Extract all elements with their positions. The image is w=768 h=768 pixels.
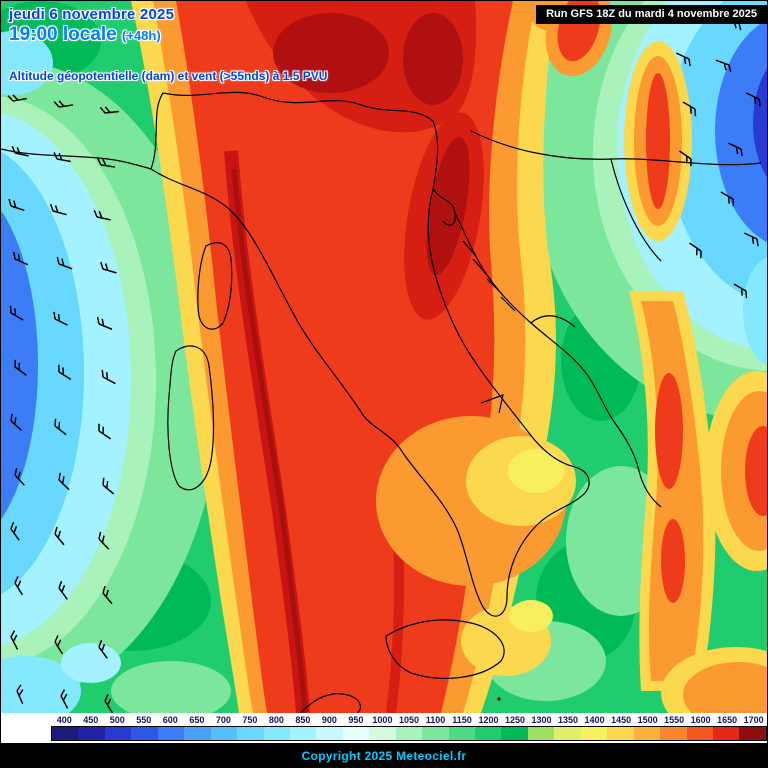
legend-label: 1500 xyxy=(637,715,658,725)
legend-color-cell xyxy=(580,727,608,740)
legend-color-cell xyxy=(739,727,766,740)
legend-label: 500 xyxy=(109,715,125,725)
copyright-bar: Copyright 2025 Meteociel.fr xyxy=(1,743,767,767)
run-info: Run GFS 18Z du mardi 4 novembre 2025 xyxy=(536,5,767,24)
sardinia-coastline xyxy=(167,345,215,491)
alps-borders xyxy=(150,91,439,190)
legend-color-cell xyxy=(237,727,264,740)
legend-label: 1100 xyxy=(425,715,446,725)
legend-color-cell xyxy=(369,727,396,740)
legend-color-cell xyxy=(554,727,581,740)
corsica-coastline xyxy=(197,242,233,330)
legend-label: 1150 xyxy=(452,715,472,725)
legend-color-cell xyxy=(712,727,740,740)
legend-label: 800 xyxy=(268,715,284,725)
legend-color-cell xyxy=(210,727,238,740)
legend-color-cell xyxy=(633,727,661,740)
croatian-islands xyxy=(462,240,516,312)
malta xyxy=(497,697,501,701)
legend-label: 950 xyxy=(348,715,364,725)
sicily-coastline xyxy=(385,619,505,679)
legend-label: 1400 xyxy=(584,715,605,725)
legend-label: 1550 xyxy=(664,715,685,725)
legend-color-cell xyxy=(660,727,687,740)
gargano-spur xyxy=(480,394,504,414)
legend-color-cell xyxy=(289,727,317,740)
legend-label: 700 xyxy=(215,715,231,725)
legend-color-cell xyxy=(607,727,634,740)
italy-coastline xyxy=(150,168,590,617)
legend: 400 450 500 550 600 650 700 750 800 850 … xyxy=(1,713,767,743)
riviera-coast xyxy=(1,148,152,170)
legend-color-cell xyxy=(78,727,105,740)
balkan-borders xyxy=(470,130,762,328)
legend-label: 1300 xyxy=(531,715,552,725)
legend-label: 1250 xyxy=(505,715,526,725)
legend-color-cell xyxy=(448,727,475,740)
legend-label: 1350 xyxy=(558,715,579,725)
map-canvas xyxy=(1,1,767,713)
legend-label: 1650 xyxy=(717,715,738,725)
legend-color-cell xyxy=(422,727,449,740)
legend-label: 550 xyxy=(136,715,152,725)
legend-color-cell xyxy=(131,727,158,740)
legend-label: 1200 xyxy=(478,715,499,725)
legend-label: 450 xyxy=(83,715,99,725)
legend-color-cell xyxy=(475,727,502,740)
legend-labels: 400 450 500 550 600 650 700 750 800 850 … xyxy=(51,714,767,726)
legend-color-cell xyxy=(316,727,343,740)
legend-color-cell xyxy=(395,727,423,740)
istria-balkan-coast xyxy=(432,188,662,508)
legend-color-cell xyxy=(686,727,713,740)
legend-label: 850 xyxy=(295,715,311,725)
legend-color-cell xyxy=(157,727,185,740)
legend-label: 400 xyxy=(56,715,72,725)
legend-label: 1700 xyxy=(743,715,764,725)
copyright-text: Copyright 2025 Meteociel.fr xyxy=(301,749,467,763)
legend-color-bar xyxy=(51,726,767,741)
legend-label: 1000 xyxy=(372,715,393,725)
map-area: jeudi 6 novembre 2025 19:00 locale (+48h… xyxy=(1,1,767,713)
tunisia-coast xyxy=(300,693,362,713)
legend-color-cell xyxy=(184,727,211,740)
legend-color-cell xyxy=(342,727,370,740)
legend-color-cell xyxy=(104,727,132,740)
legend-label: 750 xyxy=(242,715,258,725)
coastlines-layer xyxy=(1,91,762,713)
legend-label: 900 xyxy=(321,715,337,725)
legend-label: 600 xyxy=(162,715,178,725)
legend-label: 1600 xyxy=(690,715,711,725)
legend-color-cell xyxy=(52,727,79,740)
legend-color-cell xyxy=(263,727,290,740)
legend-color-cell xyxy=(527,727,555,740)
legend-label: 1450 xyxy=(611,715,632,725)
legend-color-cell xyxy=(501,727,528,740)
legend-label: 650 xyxy=(189,715,205,725)
legend-label: 1050 xyxy=(398,715,419,725)
field-layer xyxy=(1,1,767,713)
